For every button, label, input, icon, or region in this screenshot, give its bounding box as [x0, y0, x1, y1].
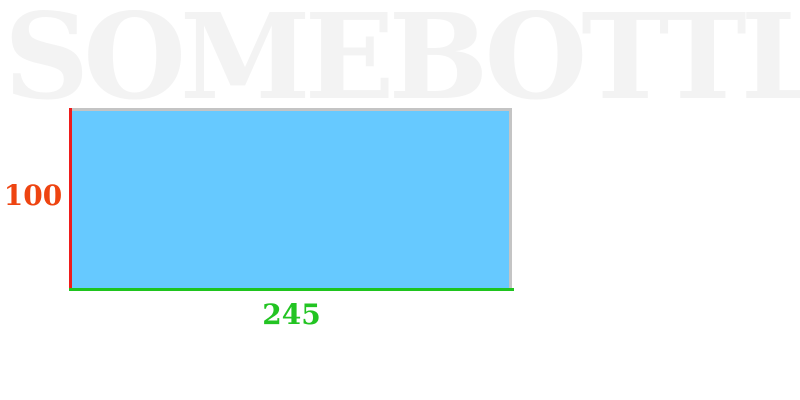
- width-dimension-label: 245: [262, 298, 321, 331]
- height-dimension-label: 100: [3, 179, 63, 212]
- width-edge: [69, 288, 514, 291]
- rectangle-shape: [71, 108, 512, 289]
- height-edge: [69, 108, 72, 291]
- watermark-text: SOMEBOTTLE: [4, 0, 800, 122]
